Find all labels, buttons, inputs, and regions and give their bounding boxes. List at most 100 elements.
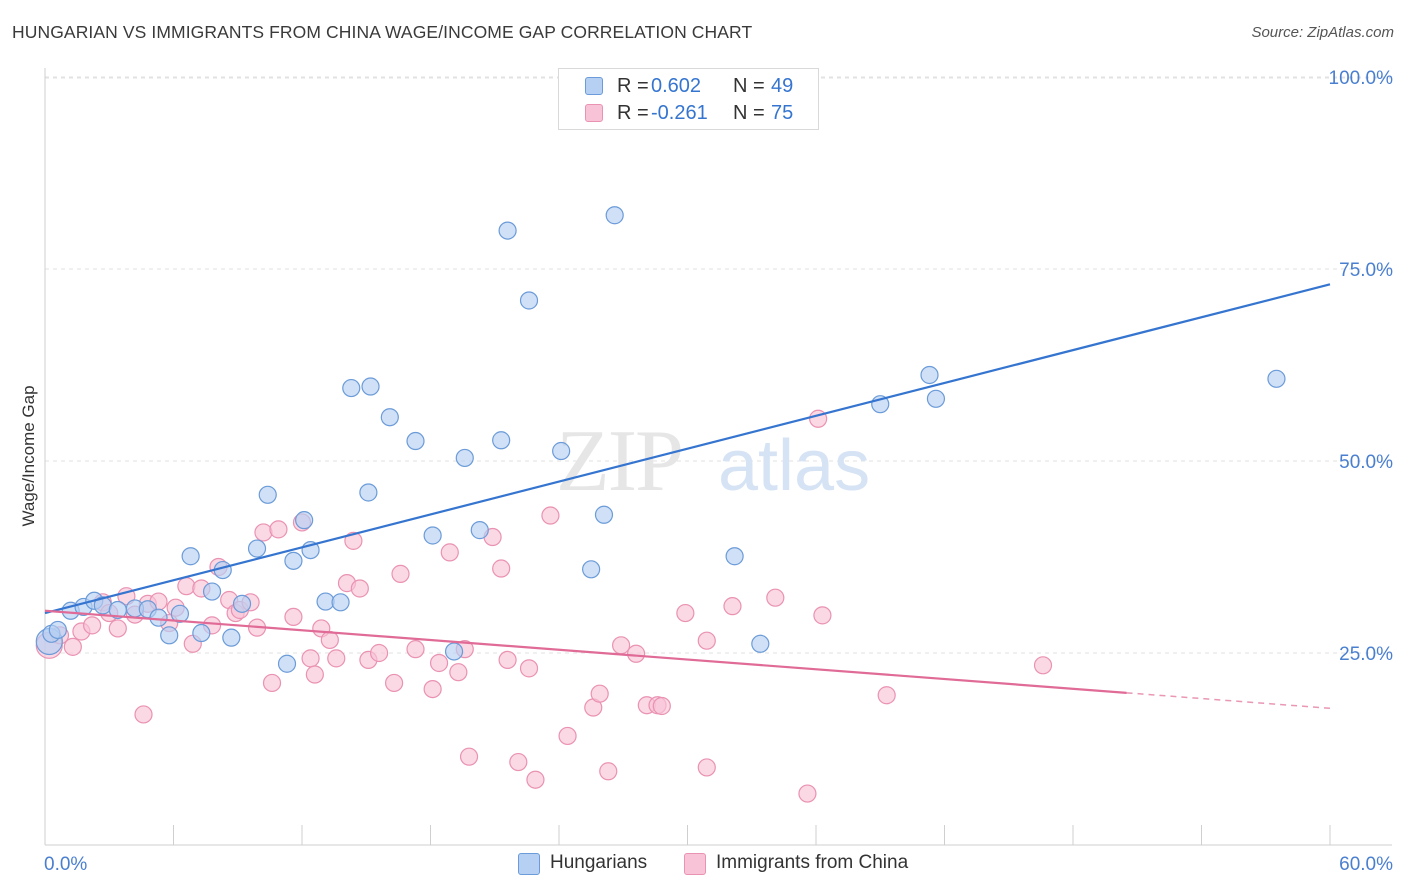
china-point [509,752,528,772]
china-point [83,616,102,635]
china-point [519,659,539,678]
stats-legend: R = 0.602 N = 49 R = -0.261 N = 75 [558,68,819,130]
hungarians-point [277,654,297,673]
hungarians-point [192,623,211,643]
china-point [327,649,346,668]
hungarians-point [232,594,252,613]
watermark-zip: ZIP [556,413,682,510]
china-point [429,653,449,673]
china-point [350,579,369,598]
hungarians-point [247,539,267,558]
hungarians-point [498,221,517,240]
hungarians-point [48,620,67,640]
hungarians-point [920,365,939,385]
china-point [626,644,646,663]
china-point [305,665,324,684]
hungarians-point [149,608,168,627]
bottom-legend-label: Immigrants from China [716,852,909,873]
china-point [284,607,303,627]
y-tick-label: 100.0% [1329,68,1394,89]
china-point [498,650,517,670]
china-point [766,588,785,607]
china-point [254,523,273,542]
y-tick-label: 50.0% [1339,452,1393,473]
china-point [1033,656,1053,675]
hungarians-point [331,593,350,612]
x-tick-label: 0.0% [44,854,87,875]
china-point [798,784,817,803]
hungarians-point [406,431,425,451]
china-point [813,606,832,625]
hungarians-point [605,206,624,225]
legend-r-label: R = [617,75,649,97]
china-point [391,564,410,583]
legend-r-label: R = [617,102,649,124]
hungarians-point [725,547,744,566]
hungarians-point [751,634,770,653]
china-point [134,705,153,724]
china-point [63,637,82,656]
china-point [320,630,339,650]
hungarians-point [594,505,614,524]
china-point [440,543,459,562]
hungarians-point [295,511,314,530]
legend-n-label: N = [733,75,765,97]
hungarians-point [380,408,399,427]
china-point [406,640,425,659]
x-tick-label: 60.0% [1339,854,1393,875]
chart-title: HUNGARIAN VS IMMIGRANTS FROM CHINA WAGE/… [12,22,753,42]
legend-r-value: 0.602 [651,75,702,97]
y-tick-label: 25.0% [1339,644,1393,665]
china-point [541,506,560,525]
china-point [262,673,282,693]
hungarians-point [455,448,474,468]
china-point [384,673,404,693]
china-point [612,636,631,655]
hungarians-point [492,431,511,450]
china-point [492,559,511,578]
china-point [697,758,716,777]
china-trend-line [44,609,1127,694]
legend-swatch-hungarians [585,77,603,95]
legend-n-value: 75 [771,102,794,124]
hungarians-point [284,551,303,570]
china-point [526,770,545,789]
china-point [449,663,468,682]
hungarians-point [170,604,190,623]
bottom-legend-swatch-hungarians [518,853,540,875]
hungarians-point [423,526,442,545]
china-point [697,631,716,650]
china-trend-extension [1126,692,1331,710]
china-point [108,619,127,638]
china-point [599,762,618,781]
hungarians-point [342,378,361,398]
china-point [652,696,671,716]
hungarians-point [519,291,539,310]
hungarians-point [361,377,380,396]
china-point [269,520,288,539]
hungarians-point [552,441,571,461]
bottom-legend-label: Hungarians [550,852,648,873]
china-point [676,603,695,623]
hungarians-point [444,642,464,661]
china-point [590,684,609,703]
china-point [877,686,896,705]
china-point [423,679,442,699]
y-axis-label: Wage/Income Gap [19,385,38,526]
bottom-legend-swatch-china [684,853,706,875]
watermark-atlas: atlas [718,426,870,506]
legend-r-value: -0.261 [651,102,708,124]
legend-n-label: N = [733,102,765,124]
hungarians-point [1267,369,1286,388]
china-point [370,643,389,663]
hungarians-point [160,626,179,645]
hungarians-point [926,389,946,408]
hungarians-point [258,485,277,504]
china-point [558,726,577,746]
y-tick-label: 75.0% [1339,260,1393,281]
legend-n-value: 49 [771,75,794,97]
china-point [301,649,320,668]
china-point [344,531,363,550]
hungarians-trend-line [44,283,1331,615]
china-point [459,747,479,766]
